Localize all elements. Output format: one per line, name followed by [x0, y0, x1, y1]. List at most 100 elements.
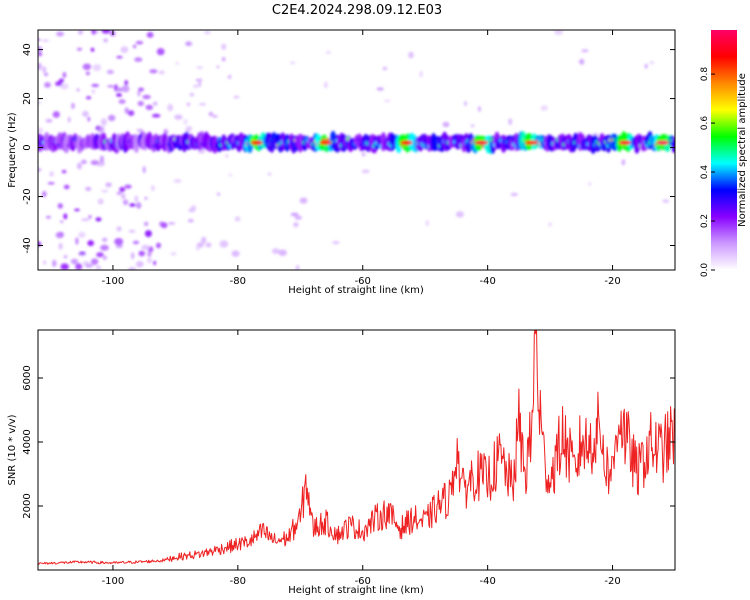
spectrogram-noise-blob	[116, 55, 123, 59]
spectrogram-noise-blob	[146, 31, 154, 38]
spectrogram-noise-blob	[649, 61, 655, 65]
spectrogram-noise-blob	[156, 48, 165, 56]
y-tick-label: 6000	[22, 365, 33, 390]
spectrogram-noise-blob	[201, 236, 207, 244]
spectrogram-noise-blob	[419, 70, 423, 78]
spectrogram-noise-blob	[127, 110, 135, 116]
spectrogram-noise-blob	[43, 260, 47, 265]
x-tick-label: -20	[604, 276, 620, 287]
spectrogram-noise-blob	[175, 62, 180, 65]
colorbar-label: Normalized spectral amplitude	[737, 73, 748, 227]
x-tick-label: -80	[230, 276, 246, 287]
spectrogram-band-cell	[671, 141, 675, 146]
spectrogram-noise-blob	[59, 220, 64, 224]
spectrogram-noise-blob	[118, 99, 126, 104]
spectrogram-noise-blob	[70, 258, 79, 265]
spectrogram-noise-blob	[90, 47, 95, 52]
spectrogram-noise-blob	[41, 39, 50, 42]
spectrogram-noise-blob	[190, 205, 197, 211]
spectrogram-noise-blob	[208, 111, 213, 117]
x-tick-label: -40	[479, 276, 495, 287]
spectrogram-noise-blob	[234, 216, 241, 222]
spectrogram-noise-blob	[124, 184, 132, 189]
spectrogram-noise-blob	[233, 95, 240, 99]
colorbar-tick-label: 0.4	[700, 165, 710, 180]
spectrogram-noise-blob	[63, 213, 68, 220]
spectrogram-noise-blob	[455, 211, 464, 218]
spectrogram-noise-blob	[267, 172, 272, 176]
spectrogram-noise-blob	[204, 30, 211, 35]
spectrogram-noise-blob	[95, 265, 101, 270]
spectrogram-peak	[475, 140, 488, 145]
spectrogram-noise-blob	[186, 102, 191, 106]
spectrogram-noise-blob	[136, 128, 144, 132]
spectrogram-noise-blob	[38, 127, 44, 133]
spectrogram-noise-blob	[621, 159, 626, 166]
spectrogram-noise-blob	[581, 49, 589, 53]
spectrogram-noise-blob	[579, 58, 585, 65]
spectrogram-noise-blob	[221, 57, 226, 62]
spectrogram-noise-blob	[122, 199, 129, 206]
spectrogram-noise-blob	[58, 78, 64, 83]
spectrogram-noise-blob	[71, 102, 75, 110]
spectrogram-noise-blob	[295, 265, 300, 270]
spectrogram-noise-blob	[52, 111, 60, 118]
spectrogram-noise-blob	[199, 103, 207, 106]
spectrogram-y-label: Frequency (Hz)	[7, 112, 18, 188]
spectrogram-noise-blob	[170, 251, 177, 256]
spectrogram-noise-blob	[383, 99, 391, 103]
spectrogram-noise-blob	[114, 238, 124, 246]
spectrogram-noise-blob	[187, 219, 194, 223]
spectrogram-noise-blob	[92, 64, 102, 72]
spectrogram-noise-blob	[138, 87, 145, 92]
y-tick-label: 4000	[22, 429, 33, 454]
x-tick-label: -80	[230, 576, 246, 587]
spectrogram-noise-blob	[116, 191, 122, 195]
spectrogram-noise-blob	[132, 240, 140, 245]
spectrogram-noise-blob	[146, 257, 153, 264]
spectrogram-noise-blob	[95, 217, 102, 222]
colorbar-tick-label: 0.2	[700, 214, 710, 228]
spectrogram-noise-blob	[57, 203, 63, 209]
spectrogram-noise-blob	[299, 197, 308, 204]
y-tick-label: -40	[22, 237, 33, 253]
spectrogram-noise-blob	[324, 81, 328, 89]
spectrogram-noise-blob	[644, 63, 648, 69]
spectrogram-noise-blob	[56, 31, 64, 37]
spectrogram-noise-blob	[44, 72, 49, 77]
colorbar-tick-label: 0.0	[700, 263, 710, 278]
spectrogram-noise-blob	[196, 242, 204, 248]
snr-axes: -100 -80 -60 -40 -20 2000 4000 6000	[22, 330, 675, 587]
spectrogram-noise-blob	[62, 71, 67, 79]
spectrogram-noise-blob	[90, 160, 99, 166]
spectrogram-noise-blob	[121, 193, 126, 200]
x-tick-label: -40	[479, 576, 495, 587]
spectrogram-peak	[250, 140, 263, 145]
spectrogram-peak	[619, 140, 631, 145]
spectrogram-noise-blob	[135, 40, 144, 45]
spectrogram-noise-blob	[144, 230, 152, 238]
spectrogram-noise-blob	[38, 101, 42, 104]
spectrogram-noise-blob	[540, 105, 548, 111]
x-tick-label: -60	[355, 276, 371, 287]
spectrogram-noise-blob	[61, 170, 67, 174]
y-tick-label: 0	[22, 144, 33, 150]
spectrogram-noise-blob	[87, 116, 91, 122]
spectrogram-noise-blob	[361, 169, 370, 174]
spectrogram-noise-blob	[67, 116, 71, 123]
spectrogram-noise-blob	[137, 100, 144, 107]
colorbar-tick-label: 0.8	[700, 67, 710, 82]
spectrogram-noise-blob	[82, 63, 92, 71]
spectrogram-noise-blob	[128, 229, 136, 233]
spectrogram-noise-blob	[149, 69, 158, 74]
spectrogram-noise-blob	[119, 186, 126, 193]
spectrogram-noise-blob	[271, 248, 280, 254]
spectrogram-noise-blob	[183, 118, 188, 125]
spectrogram-noise-blob	[228, 173, 233, 177]
spectrogram-noise-blob	[46, 216, 51, 219]
spectrogram-noise-blob	[131, 252, 135, 260]
spectrogram-noise-blob	[91, 30, 97, 35]
spectrogram-noise-blob	[173, 179, 182, 183]
spectrogram-noise-blob	[75, 237, 79, 245]
x-tick-label: -100	[102, 576, 125, 587]
